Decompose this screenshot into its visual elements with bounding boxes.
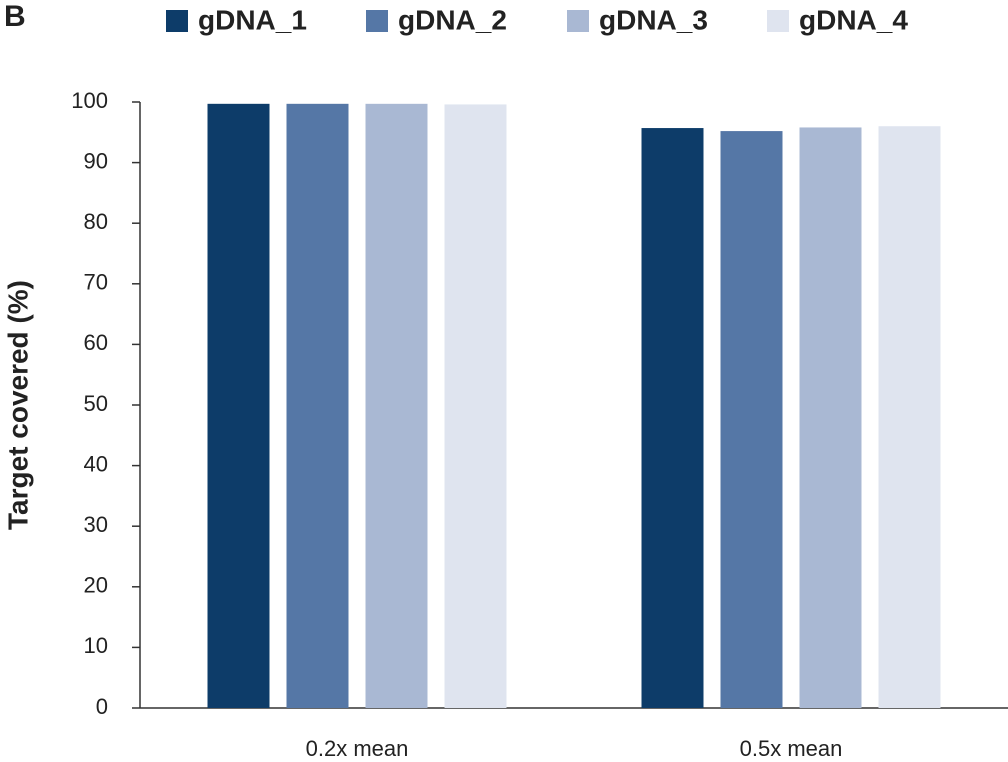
legend-label: gDNA_4: [799, 4, 908, 35]
legend-label: gDNA_2: [398, 4, 507, 35]
legend-swatch: [166, 10, 188, 32]
y-tick-label: 50: [84, 391, 108, 416]
bar: [641, 128, 704, 709]
y-tick-label: 90: [84, 148, 108, 173]
legend-label: gDNA_3: [599, 4, 708, 35]
y-axis-label: Target covered (%): [2, 280, 33, 530]
bar: [444, 104, 507, 708]
y-tick-label: 70: [84, 270, 108, 295]
y-tick-label: 40: [84, 451, 108, 476]
panel-label: B: [4, 0, 26, 33]
bar: [207, 103, 270, 709]
legend-label: gDNA_1: [198, 4, 307, 35]
y-tick-label: 0: [96, 694, 108, 719]
bar: [878, 126, 941, 709]
y-tick-label: 80: [84, 209, 108, 234]
y-tick-label: 60: [84, 330, 108, 355]
bar: [799, 127, 862, 708]
x-tick-label: 0.5x mean: [740, 736, 843, 761]
bar: [286, 103, 349, 709]
x-tick-label: 0.2x mean: [306, 736, 409, 761]
y-tick-label: 10: [84, 633, 108, 658]
legend-swatch: [767, 10, 789, 32]
y-tick-label: 20: [84, 573, 108, 598]
bar: [365, 103, 428, 709]
y-tick-label: 30: [84, 512, 108, 537]
legend-swatch: [567, 10, 589, 32]
y-tick-label: 100: [71, 88, 108, 113]
bar: [720, 131, 783, 708]
legend-swatch: [366, 10, 388, 32]
